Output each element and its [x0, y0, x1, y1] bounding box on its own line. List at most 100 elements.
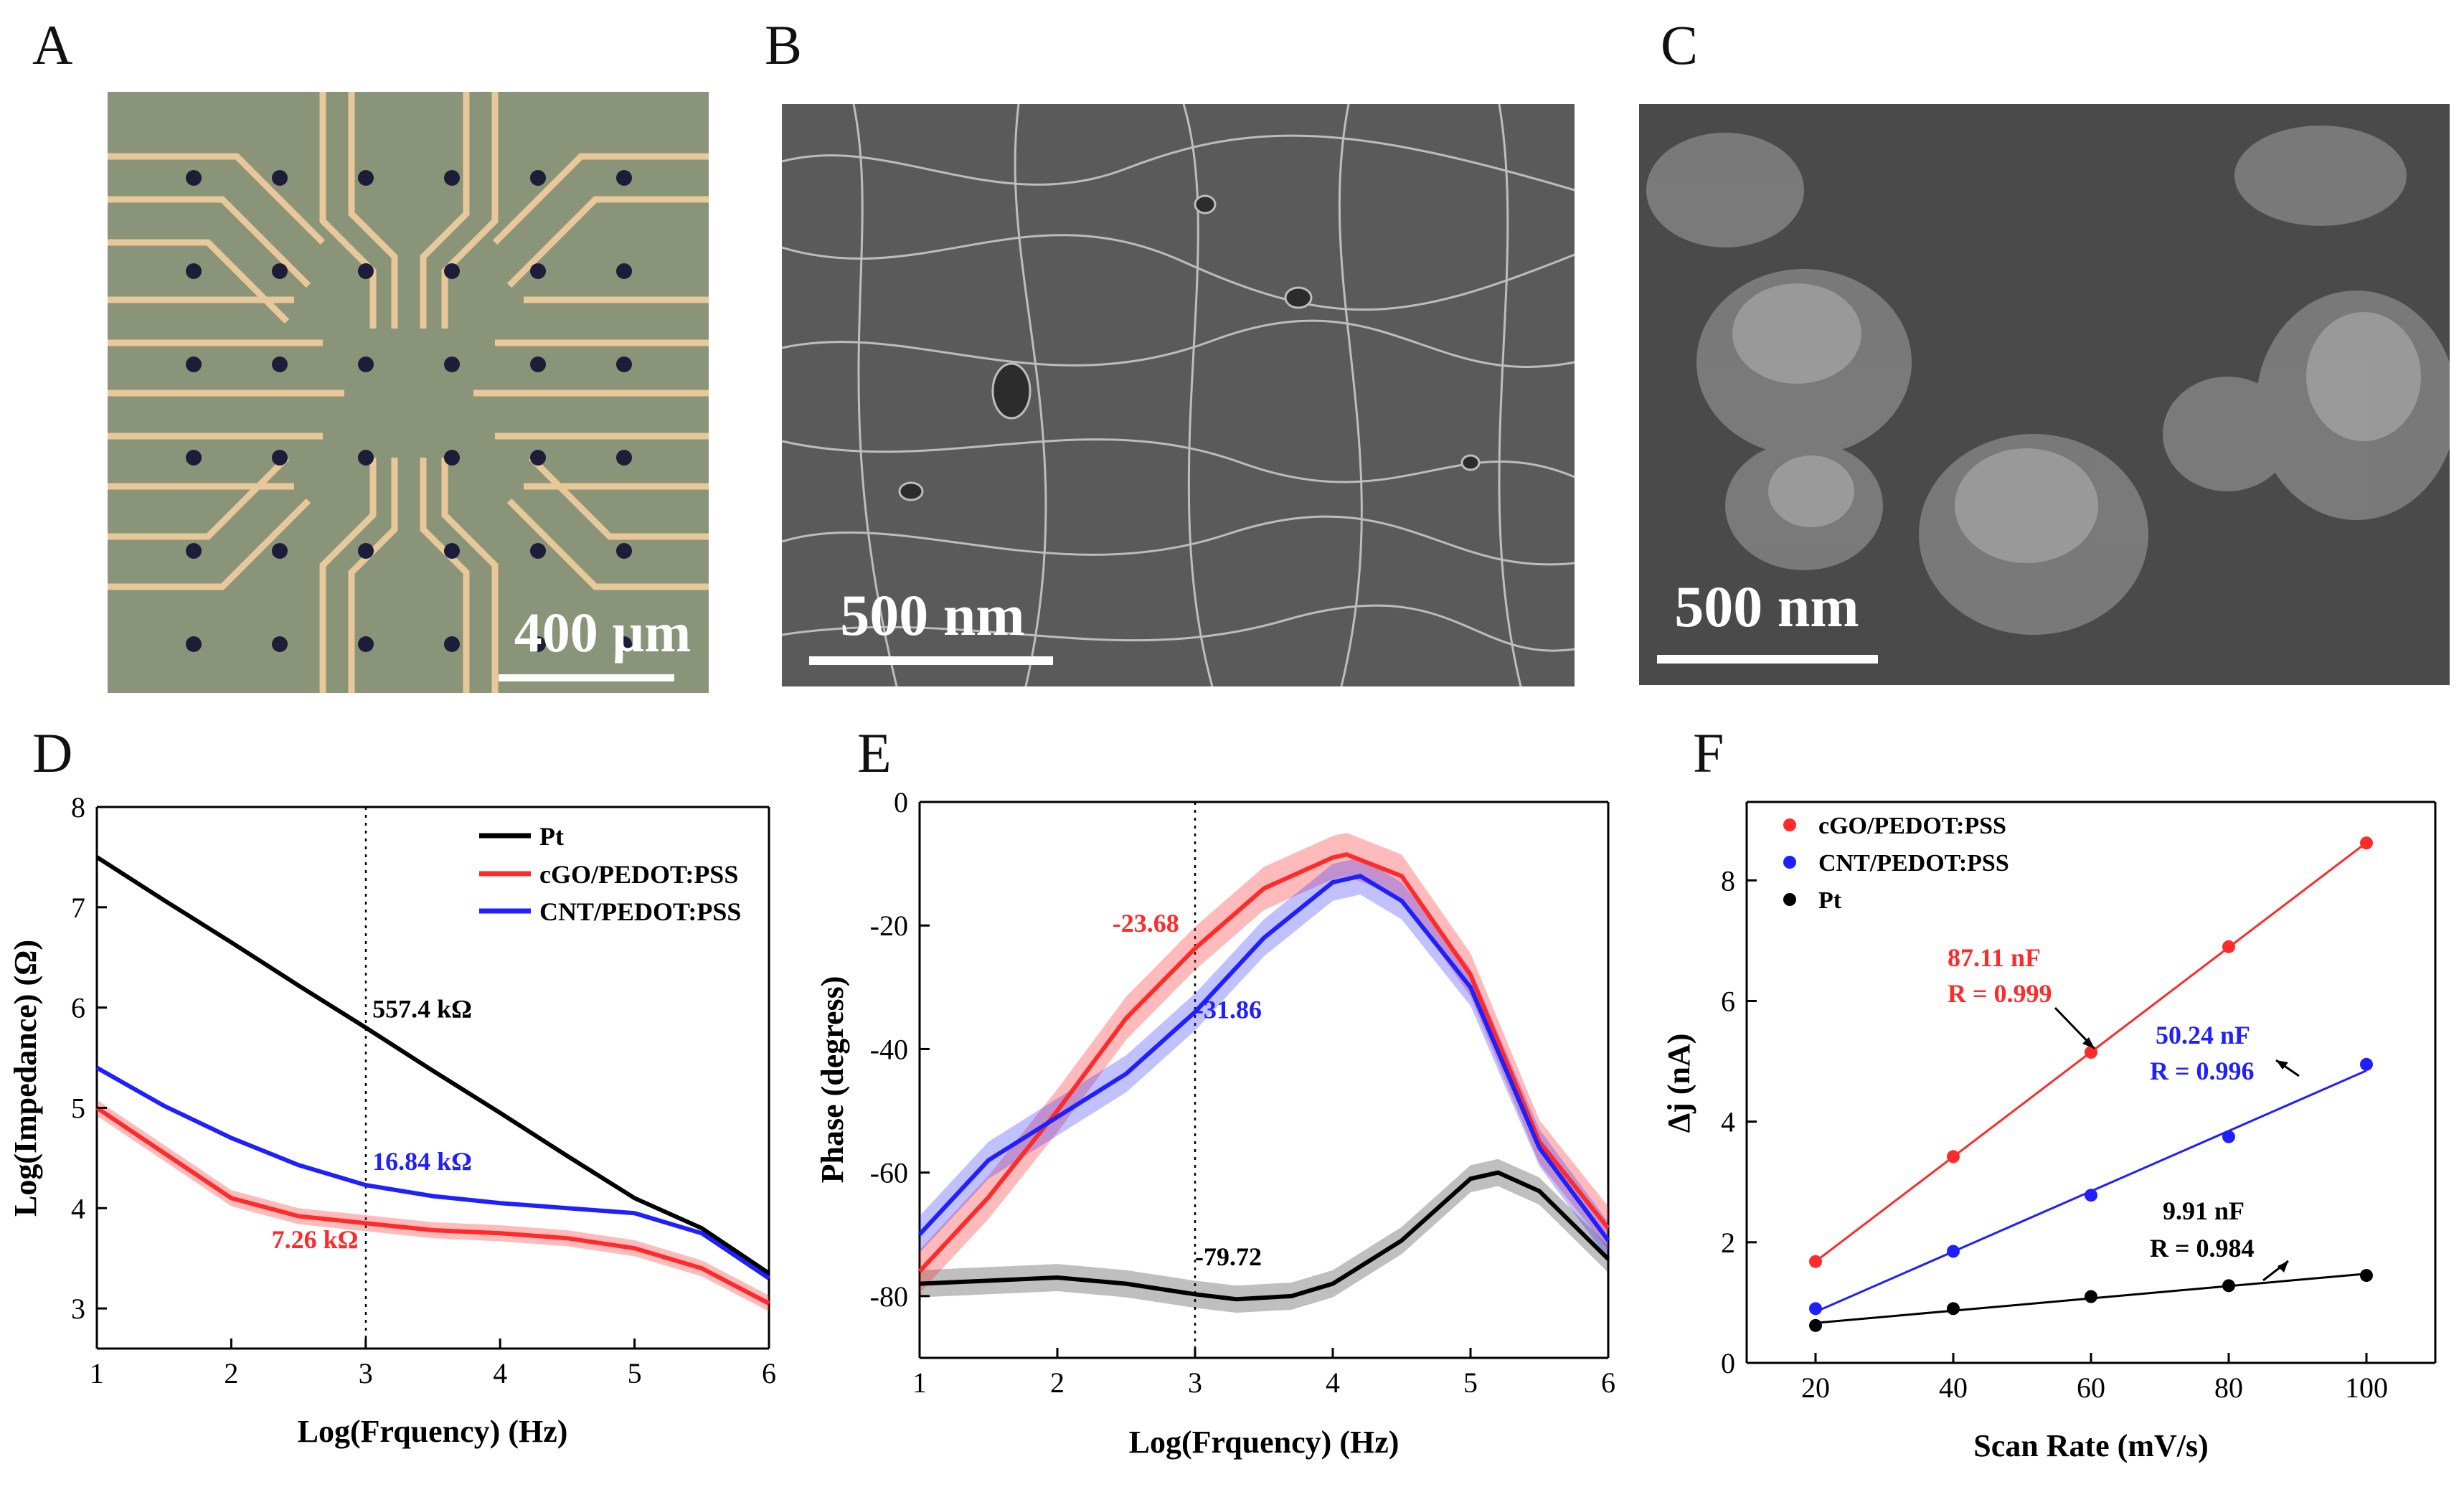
sem-image-cgo: 500 nm [1639, 104, 2450, 685]
y-tick-label: 8 [71, 791, 85, 823]
x-tick-label: 4 [493, 1357, 507, 1389]
series-line-pt [919, 1170, 1610, 1302]
fit-r-cnt: R = 0.996 [2150, 1057, 2255, 1085]
x-tick-label: 1 [90, 1357, 104, 1389]
data-point-pt [2085, 1290, 2097, 1303]
legend-label-cgo: cGO/PEDOT:PSS [1818, 813, 2006, 839]
fit-label-cgo: 87.11 nF [1948, 943, 2041, 972]
y-tick-label: 4 [1721, 1106, 1735, 1138]
data-point-cnt [2085, 1189, 2097, 1202]
data-point-cgo [2085, 1045, 2097, 1059]
x-tick-label: 2 [224, 1357, 238, 1389]
y-tick-label: 7 [71, 892, 85, 924]
scale-label-b: 500 nm [840, 582, 1024, 648]
y-tick-label: 4 [71, 1192, 85, 1224]
x-axis-title: Scan Rate (mV/s) [1973, 1428, 2209, 1463]
data-point-pt [1809, 1318, 1822, 1332]
y-tick-label: 6 [71, 992, 85, 1024]
annotation-cgo: -23.68 [1113, 909, 1179, 938]
arrow-head-cnt [2276, 1060, 2288, 1070]
panel-label-e: E [857, 722, 892, 784]
legend-label-cnt: CNT/PEDOT:PSS [539, 897, 741, 926]
panel-label-d: D [32, 722, 73, 784]
series-line-cnt [95, 1065, 770, 1280]
x-tick-label: 4 [1326, 1366, 1340, 1399]
legend-label-cnt: CNT/PEDOT:PSS [1818, 850, 2009, 877]
legend-marker-cgo [1783, 818, 1796, 831]
y-axis-title: Phase (degress) [815, 976, 850, 1184]
y-tick-label: -20 [870, 910, 908, 942]
series-band-pt [920, 1158, 1608, 1313]
data-point-cgo [2360, 836, 2373, 850]
annotation-pt: 557.4 kΩ [372, 995, 472, 1024]
legend-marker-pt [1783, 893, 1796, 906]
y-axis-title: Log(Impedance) (Ω) [8, 940, 43, 1217]
panel-label-f: F [1693, 722, 1724, 784]
fit-label-pt: 9.91 nF [2163, 1196, 2244, 1225]
panel-label-a: A [32, 14, 73, 76]
y-tick-label: -40 [870, 1033, 908, 1065]
series-line-cgo [95, 1105, 770, 1306]
x-tick-label: 2 [1050, 1366, 1065, 1399]
y-tick-label: 8 [1721, 864, 1735, 897]
data-point-cgo [1947, 1150, 1960, 1163]
data-point-pt [2222, 1279, 2235, 1293]
annotation-pt: -79.72 [1195, 1242, 1262, 1271]
fit-r-cgo: R = 0.999 [1948, 979, 2052, 1008]
panel-label-b: B [765, 14, 803, 76]
y-tick-label: 3 [71, 1293, 85, 1325]
series-line-pt [95, 855, 770, 1275]
x-tick-label: 1 [912, 1366, 927, 1399]
x-tick-label: 80 [2214, 1372, 2243, 1404]
x-axis-title: Log(Frquency) (Hz) [298, 1414, 568, 1449]
capacitance-chart: 20 40 60 80 100 0 2 4 6 8 Scan Rate (mV/… [1661, 801, 2437, 1463]
arrow-head-cgo [2082, 1037, 2095, 1049]
y-tick-label: -80 [870, 1280, 908, 1313]
x-tick-label: 40 [1939, 1372, 1968, 1404]
sem-image-cnt: 500 nm [782, 104, 1575, 686]
data-point-cnt [1809, 1302, 1822, 1316]
legend-marker-cnt [1783, 856, 1796, 869]
x-tick-label: 5 [628, 1357, 642, 1389]
x-tick-label: 6 [762, 1357, 776, 1389]
scale-bar [809, 656, 1053, 665]
y-axis-title: Δj (nA) [1661, 1034, 1696, 1133]
y-tick-label: -60 [870, 1157, 908, 1189]
data-point-pt [1947, 1302, 1960, 1316]
scale-label-a: 400 µm [514, 601, 691, 664]
series-line-cnt [917, 874, 1610, 1242]
fit-label-cnt: 50.24 nF [2156, 1021, 2250, 1049]
phase-chart: 1 2 3 4 5 6 -80 -60 -40 -20 0 Log(Frquen… [815, 786, 1615, 1460]
data-point-cnt [2360, 1057, 2373, 1071]
panel-label-c: C [1661, 14, 1699, 76]
y-tick-label: 0 [894, 786, 908, 818]
legend-label-pt: Pt [1818, 887, 1842, 914]
x-tick-label: 3 [359, 1357, 373, 1389]
x-tick-label: 60 [2077, 1372, 2105, 1404]
legend-label-pt: Pt [539, 822, 564, 851]
annotation-cnt: 16.84 kΩ [372, 1147, 472, 1176]
microscope-image-electrode-array: 400 µm [108, 92, 709, 693]
data-point-cgo [2222, 940, 2235, 953]
x-tick-label: 20 [1801, 1372, 1830, 1404]
data-point-pt [2360, 1269, 2373, 1283]
data-point-cnt [2222, 1130, 2235, 1143]
annotation-cgo: 7.26 kΩ [272, 1225, 359, 1254]
series-band-cnt [920, 857, 1608, 1260]
y-tick-label: 5 [71, 1092, 85, 1124]
x-tick-label: 100 [2345, 1372, 2388, 1404]
x-tick-label: 3 [1188, 1366, 1202, 1399]
series-band-cgo [97, 1100, 769, 1312]
data-point-cgo [1809, 1255, 1822, 1268]
scale-bar [1657, 655, 1878, 664]
x-tick-label: 6 [1601, 1366, 1615, 1399]
legend-label-cgo: cGO/PEDOT:PSS [539, 860, 738, 889]
annotation-cnt: -31.86 [1195, 995, 1262, 1024]
arrow-head-pt [2277, 1261, 2288, 1273]
data-point-cnt [1947, 1245, 1960, 1258]
x-tick-label: 5 [1463, 1366, 1478, 1399]
impedance-chart: 1 2 3 4 5 6 3 4 5 6 7 8 Log(Frquency) (H… [8, 791, 776, 1449]
scale-bar [499, 674, 674, 681]
y-tick-label: 0 [1721, 1347, 1735, 1379]
y-tick-label: 2 [1721, 1227, 1735, 1259]
